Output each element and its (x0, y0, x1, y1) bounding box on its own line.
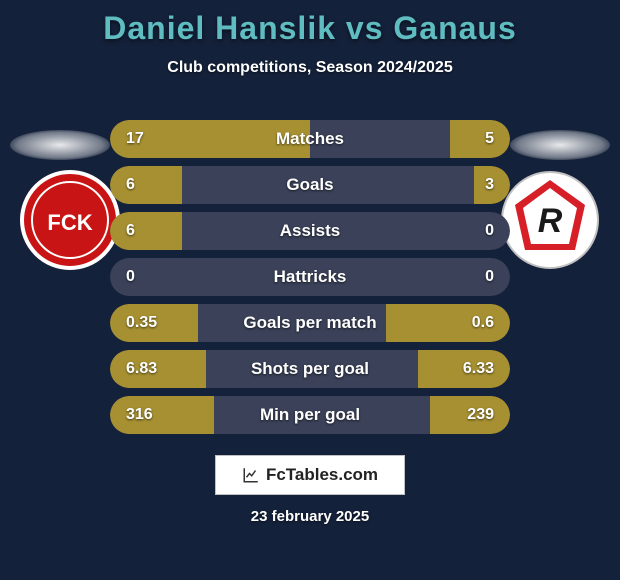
stat-row: 0.350.6Goals per match (110, 304, 510, 342)
left-club-shadow (10, 130, 110, 160)
stat-row: 00Hattricks (110, 258, 510, 296)
stat-row: 60Assists (110, 212, 510, 250)
footer-brand: FcTables.com (266, 465, 378, 485)
page-title: Daniel Hanslik vs Ganaus (0, 0, 620, 47)
left-club-logo: FCK (20, 170, 120, 270)
comparison-card: Daniel Hanslik vs Ganaus Club competitio… (0, 0, 620, 580)
stat-label: Min per goal (110, 396, 510, 434)
svg-text:FCK: FCK (47, 210, 92, 235)
footer-badge[interactable]: FcTables.com (215, 455, 405, 495)
stat-row: 175Matches (110, 120, 510, 158)
stat-row: 63Goals (110, 166, 510, 204)
stat-label: Assists (110, 212, 510, 250)
right-club-logo: R (500, 170, 600, 270)
stat-label: Matches (110, 120, 510, 158)
stat-label: Goals (110, 166, 510, 204)
stat-label: Hattricks (110, 258, 510, 296)
stats-chart: 175Matches 63Goals 60Assists 00Hattricks 0.3… (110, 120, 510, 442)
stat-row: 6.836.33Shots per goal (110, 350, 510, 388)
right-club-shadow (510, 130, 610, 160)
stat-label: Goals per match (110, 304, 510, 342)
chart-icon (242, 466, 260, 484)
stat-label: Shots per goal (110, 350, 510, 388)
svg-text:R: R (538, 202, 563, 240)
subtitle: Club competitions, Season 2024/2025 (0, 59, 620, 77)
date-text: 23 february 2025 (0, 508, 620, 525)
stat-row: 316239Min per goal (110, 396, 510, 434)
